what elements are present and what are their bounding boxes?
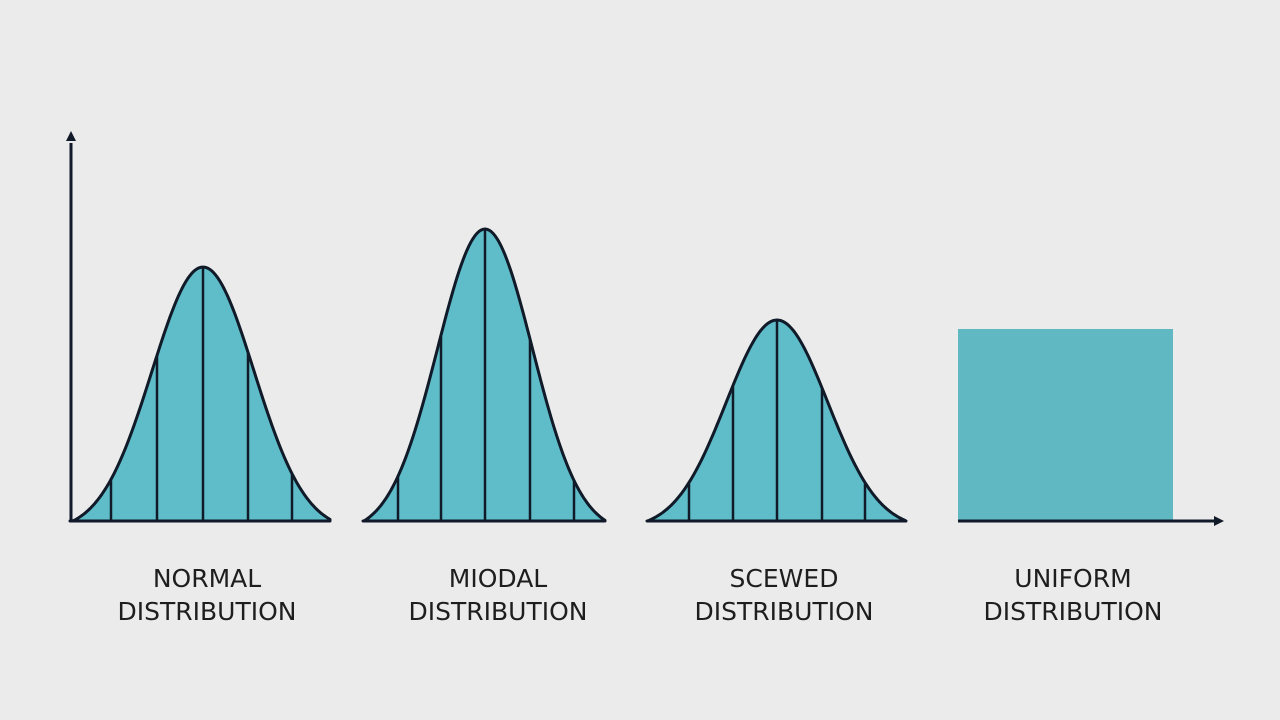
label-line-1: MIODAL	[448, 564, 548, 593]
label-line-1: NORMAL	[152, 564, 262, 593]
up-arrow-icon	[66, 131, 76, 141]
uniform-block	[958, 329, 1173, 521]
right-arrow-icon	[1214, 516, 1224, 526]
distribution-shapes	[68, 227, 1173, 523]
label-skewed-distribution: SCEWED DISTRIBUTION	[695, 562, 874, 628]
shape-uniform	[958, 329, 1173, 521]
label-line-2: DISTRIBUTION	[694, 597, 874, 626]
label-line-1: SCEWED	[729, 564, 839, 593]
shape-bimodal	[361, 227, 607, 523]
label-uniform-distribution: UNIFORM DISTRIBUTION	[984, 562, 1163, 628]
shape-skewed	[645, 318, 908, 523]
curve-outline	[361, 227, 607, 523]
curve-fill	[70, 267, 330, 521]
label-line-2: DISTRIBUTION	[117, 597, 297, 626]
curve-outline	[68, 265, 332, 523]
label-bimodal-distribution: MIODAL DISTRIBUTION	[409, 562, 588, 628]
label-line-1: UNIFORM	[1014, 564, 1132, 593]
axes	[66, 131, 1224, 526]
label-line-2: DISTRIBUTION	[983, 597, 1163, 626]
curve-outline	[645, 318, 908, 523]
shape-normal	[68, 265, 332, 523]
label-line-2: DISTRIBUTION	[408, 597, 588, 626]
label-normal-distribution: NORMAL DISTRIBUTION	[118, 562, 297, 628]
